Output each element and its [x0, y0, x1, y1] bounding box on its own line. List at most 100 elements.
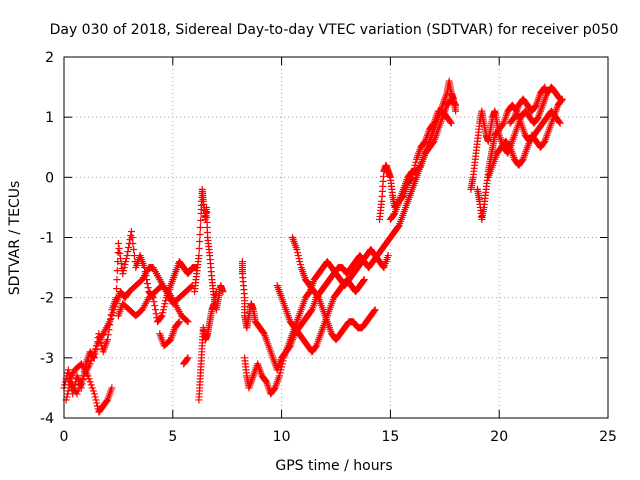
y-tick-label: -3	[40, 351, 54, 367]
data-point	[175, 318, 183, 326]
data-point	[447, 118, 455, 126]
data-point	[64, 387, 72, 395]
data-point	[119, 270, 127, 278]
data-point	[452, 107, 460, 115]
data-point	[143, 280, 151, 288]
data-point	[151, 302, 159, 310]
y-axis-label: SDTVAR / TECUs	[7, 181, 23, 296]
data-point	[115, 245, 123, 253]
data-point	[108, 384, 116, 392]
data-point	[371, 306, 379, 314]
data-point	[390, 210, 398, 218]
chart-title: Day 030 of 2018, Sidereal Day-to-day VTE…	[50, 22, 619, 38]
data-point	[408, 173, 416, 181]
data-point	[184, 318, 192, 326]
data-point	[78, 375, 86, 383]
data-point	[162, 297, 170, 305]
y-tick-label: 2	[45, 50, 54, 66]
data-point	[117, 260, 125, 268]
data-point	[113, 285, 121, 293]
axis-ticks	[63, 56, 609, 419]
data-point	[499, 120, 507, 128]
data-point	[116, 250, 124, 258]
data-point	[104, 331, 112, 339]
data-point	[124, 248, 132, 256]
data-point	[76, 381, 84, 389]
data-point	[159, 309, 167, 317]
data-point	[77, 378, 85, 386]
data-point	[89, 351, 97, 359]
data-point	[275, 372, 283, 380]
data-point	[184, 354, 192, 362]
data-point	[90, 348, 98, 356]
x-tick-label: 0	[60, 429, 69, 445]
data-point	[108, 312, 116, 320]
data-point	[84, 372, 92, 380]
data-point	[410, 164, 418, 172]
data-point	[106, 318, 114, 326]
data-point	[394, 222, 402, 230]
data-point	[296, 258, 304, 266]
data-point	[152, 310, 160, 318]
data-point	[123, 252, 131, 260]
data-point	[187, 283, 195, 291]
data-point	[452, 101, 460, 109]
data-point	[278, 360, 286, 368]
data-point	[312, 343, 320, 351]
data-point	[107, 315, 115, 323]
data-point	[75, 384, 83, 392]
data-point	[88, 354, 96, 362]
y-tick-label: -1	[40, 231, 54, 247]
x-tick-label: 20	[490, 429, 508, 445]
data-point	[276, 369, 284, 377]
data-point	[196, 238, 204, 246]
data-point	[195, 252, 203, 260]
data-point	[409, 170, 417, 178]
data-point	[87, 381, 95, 389]
y-tick-label: -4	[40, 411, 54, 427]
data-point	[121, 261, 129, 269]
data-point	[109, 309, 117, 317]
data-point	[429, 138, 437, 146]
data-point	[113, 276, 121, 284]
data-point	[103, 397, 111, 405]
data-point	[219, 288, 227, 296]
data-point	[262, 377, 270, 385]
data-point	[74, 387, 82, 395]
data-point	[531, 102, 539, 110]
data-point	[130, 246, 138, 254]
data-point	[307, 307, 315, 315]
data-point	[127, 227, 135, 235]
data-point	[196, 230, 204, 238]
data-point	[558, 95, 566, 103]
data-point	[175, 319, 183, 327]
data-point	[73, 390, 81, 398]
data-point	[510, 114, 518, 122]
data-point	[447, 119, 455, 127]
data-point	[64, 390, 72, 398]
data-point	[195, 245, 203, 253]
data-point	[114, 240, 122, 248]
data-point	[159, 306, 167, 314]
data-point	[278, 363, 286, 371]
data-point	[451, 100, 459, 108]
data-point	[128, 234, 136, 241]
data-point	[158, 312, 166, 320]
data-point	[296, 261, 304, 269]
data-point	[399, 192, 407, 200]
data-point	[157, 313, 165, 321]
data-point	[110, 306, 118, 314]
x-tick-label: 15	[381, 429, 399, 445]
data-point	[92, 396, 100, 404]
data-point	[360, 277, 368, 285]
data-point	[92, 345, 100, 353]
data-point	[420, 138, 428, 146]
y-tick-labels: -4 -3 -2 -1 0 1 2	[40, 50, 54, 427]
data-points	[60, 77, 566, 416]
x-tick-labels: 0 5 10 15 20 25	[60, 429, 617, 445]
data-point	[64, 366, 72, 374]
data-point	[505, 142, 513, 150]
data-point	[144, 284, 152, 292]
